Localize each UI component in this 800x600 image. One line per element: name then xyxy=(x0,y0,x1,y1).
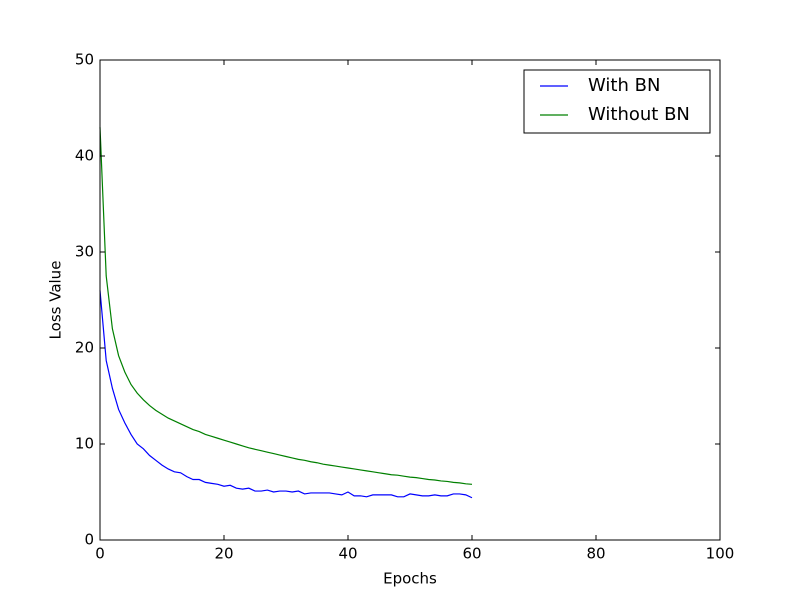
x-tick-label: 40 xyxy=(338,545,357,563)
y-tick-label: 50 xyxy=(75,51,94,69)
y-axis-label: Loss Value xyxy=(47,261,65,340)
legend-box xyxy=(523,69,711,134)
y-tick-label: 0 xyxy=(84,531,94,549)
x-tick-label: 80 xyxy=(586,545,605,563)
y-tick-label: 20 xyxy=(75,339,94,357)
y-tick-label: 10 xyxy=(75,435,94,453)
x-tick-label: 0 xyxy=(95,545,105,563)
y-tick-label: 30 xyxy=(75,243,94,261)
data-line xyxy=(99,290,473,499)
legend-label: With BN xyxy=(588,75,660,96)
x-tick-label: 100 xyxy=(706,545,735,563)
legend-label: Without BN xyxy=(588,104,690,125)
data-line xyxy=(99,127,473,485)
x-axis-label: Epochs xyxy=(383,570,437,588)
y-tick-label: 40 xyxy=(75,147,94,165)
x-tick-label: 60 xyxy=(462,545,481,563)
plot-frame xyxy=(99,59,721,541)
x-tick-label: 20 xyxy=(214,545,233,563)
